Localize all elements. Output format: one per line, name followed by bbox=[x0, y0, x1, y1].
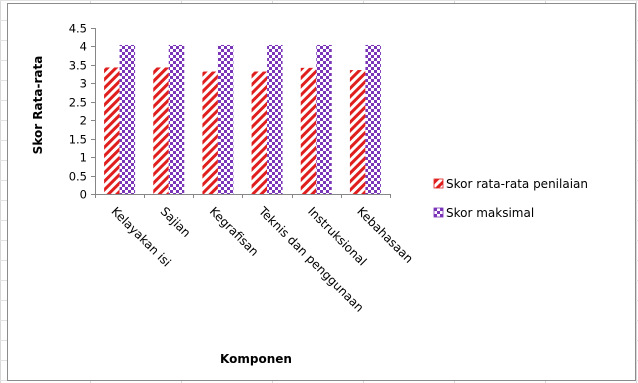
y-tick-label: 1.5 bbox=[69, 133, 87, 147]
bar-max-score[interactable] bbox=[168, 44, 185, 194]
legend-label: Skor rata-rata penilaian bbox=[446, 177, 588, 191]
bar-average-score[interactable] bbox=[104, 67, 120, 194]
legend-swatch-max bbox=[433, 207, 444, 218]
bar-average-score[interactable] bbox=[349, 70, 366, 194]
bar-average-score[interactable] bbox=[202, 71, 218, 194]
y-tick-label: 1 bbox=[80, 151, 87, 165]
chart-frame[interactable]: 0 0.5 1 1.5 2 2.5 3 3.5 4 4.5 Kelayakan isi Sajian K… bbox=[7, 3, 636, 381]
y-tick-label: 3 bbox=[80, 77, 87, 91]
y-tick-label: 2.5 bbox=[69, 96, 87, 110]
y-axis-title: Skor Rata-rata bbox=[31, 56, 45, 155]
legend-label: Skor maksimal bbox=[446, 206, 534, 220]
bar-average-score[interactable] bbox=[153, 67, 169, 194]
y-tick-label: 4 bbox=[80, 40, 87, 54]
bar-max-score[interactable] bbox=[217, 44, 234, 194]
bar-average-score[interactable] bbox=[300, 67, 317, 194]
legend[interactable]: Skor rata-rata penilaian Skor maksimal bbox=[433, 177, 588, 220]
x-axis-title: Komponen bbox=[220, 352, 292, 366]
x-category-label: Kegrafisan bbox=[207, 204, 262, 259]
y-tick-label: 0.5 bbox=[69, 170, 87, 184]
x-category-label: Teknis dan penggunaan bbox=[255, 204, 366, 315]
y-tick-label: 3.5 bbox=[69, 59, 87, 73]
y-tick-label: 2 bbox=[80, 114, 87, 128]
bar-max-score[interactable] bbox=[119, 44, 136, 194]
y-tick-label: 0 bbox=[80, 188, 87, 202]
bar-max-score[interactable] bbox=[267, 44, 283, 194]
legend-swatch-average bbox=[433, 178, 444, 189]
bar-max-score[interactable] bbox=[365, 44, 381, 194]
y-tick-label: 4.5 bbox=[69, 22, 87, 36]
bar-average-score[interactable] bbox=[251, 71, 268, 194]
bar-max-score[interactable] bbox=[316, 44, 332, 194]
x-category-label: Sajian bbox=[158, 204, 194, 240]
